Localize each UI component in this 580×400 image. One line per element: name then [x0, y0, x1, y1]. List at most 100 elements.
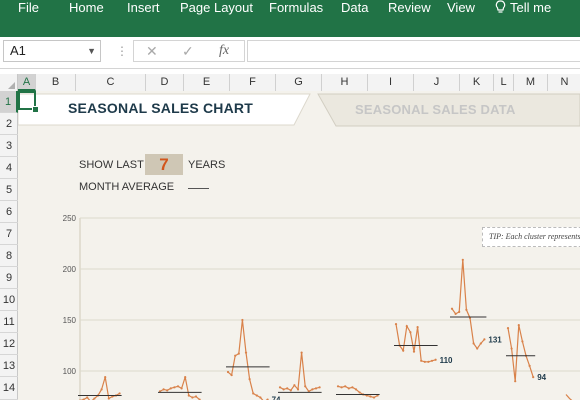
cancel-icon[interactable]: ✕ [146, 43, 158, 59]
row-header-13[interactable]: 13 [0, 355, 18, 377]
active-cell-a1[interactable] [18, 91, 36, 110]
y-tick-label: 150 [63, 316, 77, 325]
fill-handle[interactable] [32, 106, 39, 113]
enter-icon[interactable]: ✓ [182, 43, 194, 59]
data-point [318, 386, 321, 389]
tell-me-search[interactable]: Tell me [495, 0, 551, 15]
tab-page-layout[interactable]: Page Layout [180, 0, 254, 15]
column-header-i[interactable]: I [368, 74, 414, 91]
series-line [79, 376, 120, 400]
ribbon: File Home Insert Page Layout Formulas Da… [0, 0, 580, 37]
data-point [162, 388, 165, 391]
data-point [458, 310, 461, 313]
name-box[interactable]: A1 ▼ [3, 40, 101, 62]
data-label: 94 [537, 373, 546, 382]
tab-view[interactable]: View [447, 0, 475, 15]
show-last-value[interactable]: 7 [145, 154, 183, 175]
data-point [278, 386, 282, 389]
insert-function-icon[interactable]: fx [219, 43, 230, 58]
row-header-6[interactable]: 6 [0, 201, 18, 223]
data-label: 74 [272, 396, 281, 400]
row-header-10[interactable]: 10 [0, 289, 18, 311]
data-point [412, 350, 416, 353]
data-point [311, 388, 314, 391]
series-line [227, 319, 268, 400]
row-header-2[interactable]: 2 [0, 113, 18, 135]
data-point [104, 376, 107, 379]
series-line [337, 385, 378, 399]
tell-me-label: Tell me [510, 0, 552, 15]
column-header-d[interactable]: D [146, 74, 184, 91]
years-label: YEARS [188, 159, 226, 171]
data-point [532, 376, 535, 379]
data-point [450, 307, 454, 310]
tab-home[interactable]: Home [69, 0, 104, 15]
data-point [465, 308, 468, 311]
tab-file[interactable]: File [18, 0, 39, 15]
row-header-11[interactable]: 11 [0, 311, 18, 333]
series-line [565, 394, 573, 400]
select-all-corner[interactable] [0, 74, 18, 91]
column-header-k[interactable]: K [460, 74, 494, 91]
tab-insert[interactable]: Insert [127, 0, 160, 15]
data-point [521, 340, 524, 343]
data-point [259, 396, 262, 399]
data-point [176, 385, 180, 388]
series-line [451, 259, 485, 350]
drag-handle-icon[interactable]: ⋮ [116, 44, 128, 58]
row-header-4[interactable]: 4 [0, 157, 18, 179]
column-header-c[interactable]: C [76, 74, 146, 91]
row-header-7[interactable]: 7 [0, 223, 18, 245]
data-point [347, 387, 350, 390]
tab-review[interactable]: Review [388, 0, 431, 15]
column-header-n[interactable]: N [548, 74, 580, 91]
data-point [234, 354, 237, 357]
data-point [405, 325, 408, 328]
column-header-f[interactable]: F [230, 74, 276, 91]
row-header-3[interactable]: 3 [0, 135, 18, 157]
row-header-12[interactable]: 12 [0, 333, 18, 355]
column-header-l[interactable]: L [494, 74, 514, 91]
data-point [358, 391, 361, 394]
data-point [427, 360, 430, 363]
data-point [282, 388, 285, 391]
select-all-icon [8, 82, 15, 89]
row-header-14[interactable]: 14 [0, 377, 18, 400]
tab-formulas[interactable]: Formulas [269, 0, 324, 15]
data-point [434, 358, 437, 361]
row-header-9[interactable]: 9 [0, 267, 18, 289]
data-point [304, 385, 307, 388]
data-point [369, 395, 372, 398]
data-point [86, 396, 89, 399]
y-tick-label: 200 [63, 265, 77, 274]
data-point [166, 389, 169, 392]
column-header-h[interactable]: H [322, 74, 368, 91]
data-point [248, 378, 251, 381]
data-point [354, 388, 358, 391]
column-header-m[interactable]: M [514, 74, 548, 91]
column-header-a[interactable]: A [18, 74, 36, 91]
data-point [237, 352, 240, 355]
column-header-j[interactable]: J [414, 74, 460, 91]
formula-input[interactable] [247, 40, 580, 62]
tab-seasonal-sales-data[interactable]: SEASONAL SALES DATA [355, 102, 516, 117]
row-header-8[interactable]: 8 [0, 245, 18, 267]
data-point [286, 387, 289, 390]
column-header-e[interactable]: E [184, 74, 230, 91]
data-point [252, 392, 255, 395]
tab-seasonal-sales-chart[interactable]: SEASONAL SALES CHART [68, 100, 253, 116]
data-point [169, 387, 172, 390]
column-header-b[interactable]: B [36, 74, 76, 91]
column-header-g[interactable]: G [276, 74, 322, 91]
data-point [230, 373, 233, 377]
chevron-down-icon[interactable]: ▼ [87, 46, 96, 56]
data-point [244, 351, 248, 354]
gridlines [79, 217, 580, 400]
y-tick-label: 250 [63, 214, 77, 223]
row-header-5[interactable]: 5 [0, 179, 18, 201]
tab-data[interactable]: Data [341, 0, 369, 15]
row-header-1[interactable]: 1 [0, 91, 18, 113]
data-point [472, 342, 475, 345]
data-point [300, 351, 303, 354]
data-point [336, 385, 340, 388]
